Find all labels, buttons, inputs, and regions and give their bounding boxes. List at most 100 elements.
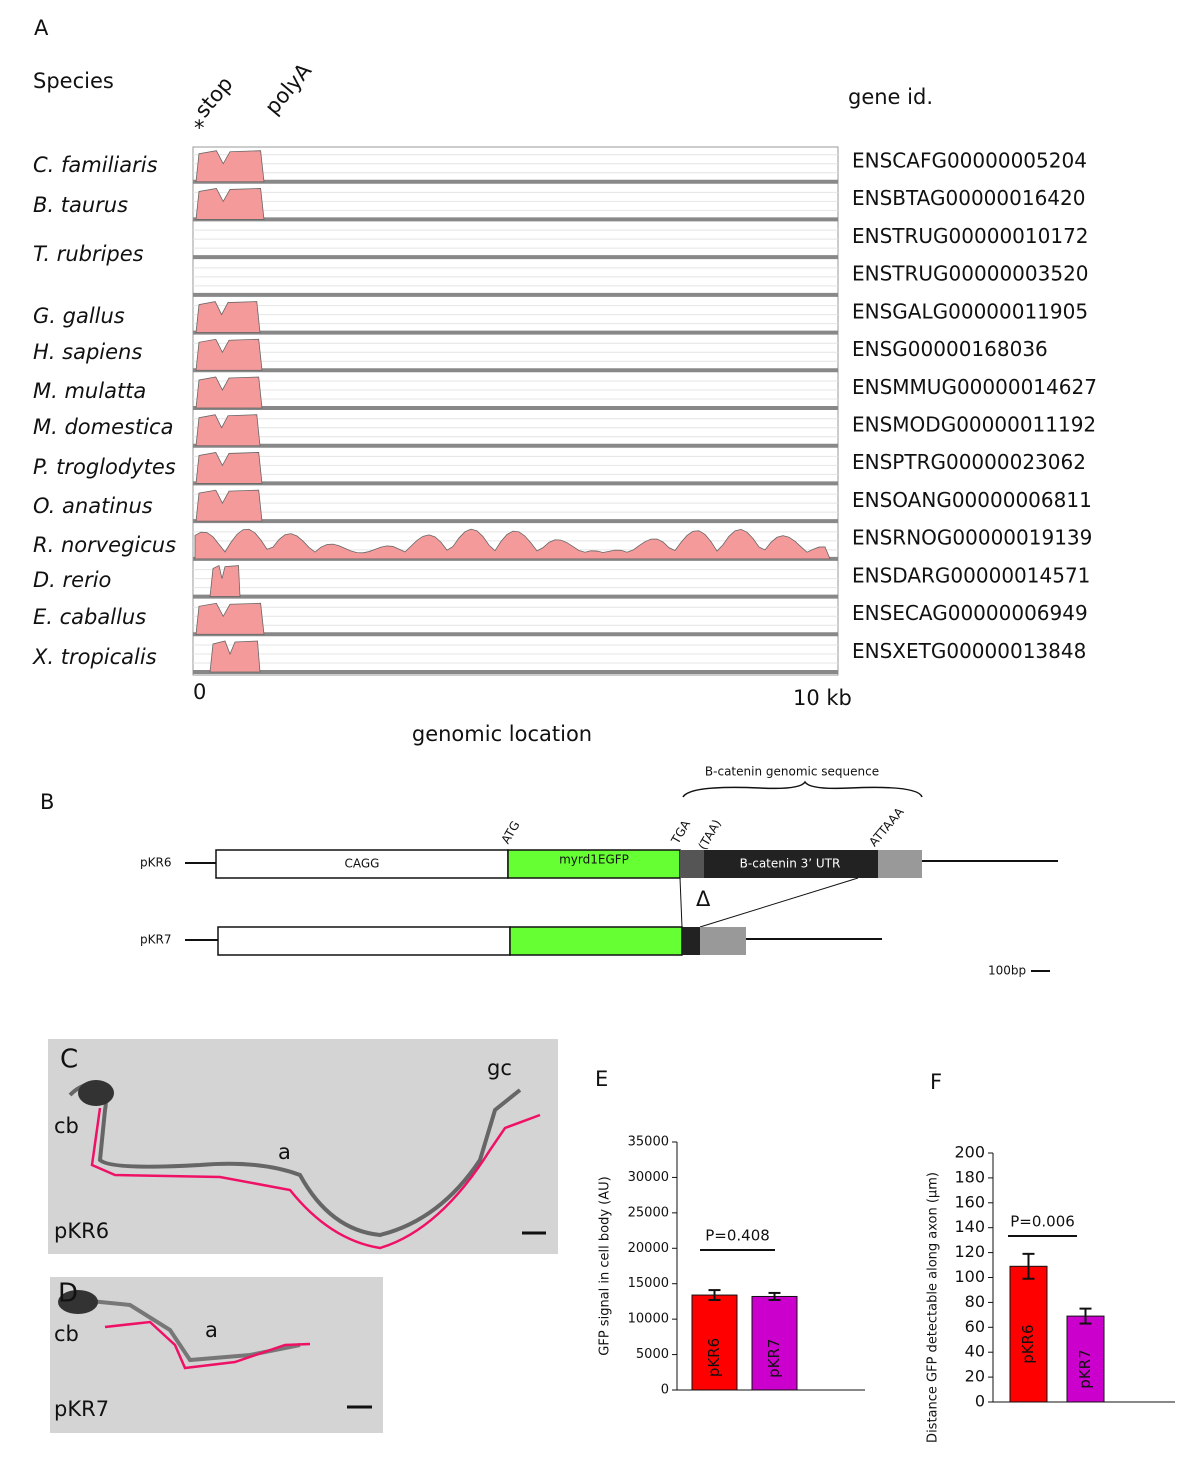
panel-label: F xyxy=(930,1070,942,1094)
tracks xyxy=(193,150,838,674)
reporter xyxy=(509,926,683,956)
y-axis-label: GFP signal in cell body (AU) xyxy=(598,1176,613,1355)
bar xyxy=(751,1295,798,1391)
polya-region xyxy=(700,927,746,955)
conservation-profile xyxy=(209,640,261,673)
x-tick-label: pKR7 xyxy=(765,1339,783,1378)
cb-label: cb xyxy=(54,1322,79,1346)
species-label: M. domestica xyxy=(33,415,173,439)
utr-label: B-catenin 3’ UTR xyxy=(740,857,841,871)
species-label: G. gallus xyxy=(33,304,125,328)
deletion-line xyxy=(699,877,859,928)
conservation-profile xyxy=(195,414,261,447)
axon-label: a xyxy=(205,1318,218,1342)
micrograph xyxy=(48,1039,558,1254)
bracket xyxy=(682,780,923,798)
y-tick-label: 160 xyxy=(954,1192,985,1211)
conservation-profile xyxy=(195,451,263,484)
gene-id: ENSECAG00000006949 xyxy=(852,601,1088,625)
species-label: E. caballus xyxy=(33,605,146,629)
tga: TGA xyxy=(668,817,693,847)
species-header: Species xyxy=(33,69,114,93)
y-tick-label: 10000 xyxy=(628,1312,669,1327)
panel-label: C xyxy=(60,1045,78,1075)
gene-header: gene id. xyxy=(848,85,933,109)
species-label: X. tropicalis xyxy=(32,645,157,669)
construct-label: pKR7 xyxy=(140,933,171,947)
polya-region xyxy=(878,850,922,878)
y-tick-label: 30000 xyxy=(628,1170,669,1185)
utr xyxy=(682,927,700,955)
y-tick-label: 20 xyxy=(965,1367,985,1386)
deletion-line xyxy=(679,877,683,928)
gene-id: ENSPTRG00000023062 xyxy=(852,450,1086,474)
bracket-label: B-catenin genomic sequence xyxy=(705,765,879,779)
gene-id: ENSCAFG00000005204 xyxy=(852,149,1087,173)
axon-trace xyxy=(104,1320,311,1370)
atg: ATG xyxy=(499,819,523,847)
construct-label: pKR6 xyxy=(54,1219,109,1243)
y-axis-label: Distance GFP detectable along axon (µm) xyxy=(926,1172,941,1443)
scale-label: 100bp xyxy=(988,964,1026,978)
x-tick-label: pKR7 xyxy=(1076,1349,1094,1388)
species-label: O. anatinus xyxy=(33,494,153,518)
attaaa: ATTAAA xyxy=(866,804,907,849)
species-label: M. mulatta xyxy=(33,379,146,403)
gene-id: ENSOANG00000006811 xyxy=(852,488,1092,512)
y-tick-label: 0 xyxy=(661,1383,669,1398)
x-start: 0 xyxy=(193,680,206,704)
track-frame xyxy=(192,146,839,676)
gene-id: ENSMODG00000011192 xyxy=(852,413,1096,437)
panel-label: E xyxy=(595,1067,608,1091)
cell-body xyxy=(58,1290,98,1314)
y-tick-label: 200 xyxy=(954,1143,985,1162)
x-end: 10 kb xyxy=(793,686,852,710)
species-label: R. norvegicus xyxy=(33,533,176,557)
promoter xyxy=(215,849,509,879)
y-tick-label: 180 xyxy=(954,1167,985,1186)
y-tick-label: 140 xyxy=(954,1217,985,1236)
species-label: C. familiaris xyxy=(33,153,158,177)
gc-label: gc xyxy=(487,1056,512,1080)
neuron xyxy=(68,1082,522,1238)
gene-id: ENSDARG00000014571 xyxy=(852,563,1090,587)
taa: (TAA) xyxy=(696,817,724,852)
x-tick-label: pKR6 xyxy=(705,1338,723,1377)
p-value: P=0.408 xyxy=(705,1227,770,1245)
cb-label: cb xyxy=(54,1114,79,1138)
conservation-profile xyxy=(195,301,261,333)
y-tick-label: 120 xyxy=(954,1242,985,1261)
conservation-profile xyxy=(195,338,263,371)
gene-id: ENSXETG00000013848 xyxy=(852,639,1086,663)
y-tick-label: 15000 xyxy=(628,1276,669,1291)
y-tick-label: 60 xyxy=(965,1317,985,1336)
stop-asterisk: * xyxy=(194,116,205,140)
panel-label: B xyxy=(40,790,54,814)
y-tick-label: 35000 xyxy=(628,1135,669,1150)
x-tick-label: pKR6 xyxy=(1019,1324,1037,1363)
species-label: P. troglodytes xyxy=(33,455,176,479)
panel-label: D xyxy=(58,1279,78,1309)
conservation-profile xyxy=(195,602,265,635)
gene-id: ENSTRUG00000010172 xyxy=(852,224,1089,248)
axon-trace xyxy=(90,1107,541,1250)
construct-label: pKR6 xyxy=(140,856,171,870)
utr xyxy=(704,850,878,878)
cell-body xyxy=(78,1080,114,1106)
delta: Δ xyxy=(696,887,711,911)
reporter xyxy=(507,849,681,879)
p-value: P=0.006 xyxy=(1010,1213,1075,1231)
conservation-profile xyxy=(209,564,241,597)
conservation-profile xyxy=(194,528,831,560)
y-tick-label: 25000 xyxy=(628,1205,669,1220)
construct-label: pKR7 xyxy=(54,1397,109,1421)
stop-label: stop xyxy=(190,72,238,122)
conservation-profile xyxy=(195,150,265,183)
gene-id: ENSBTAG00000016420 xyxy=(852,186,1085,210)
reporter-label: myrd1EGFP xyxy=(559,853,629,867)
polya-label: polyA xyxy=(260,58,317,119)
conservation-profile xyxy=(195,376,263,409)
gene-id: ENSTRUG00000003520 xyxy=(852,262,1089,286)
conservation-profile xyxy=(195,187,265,220)
